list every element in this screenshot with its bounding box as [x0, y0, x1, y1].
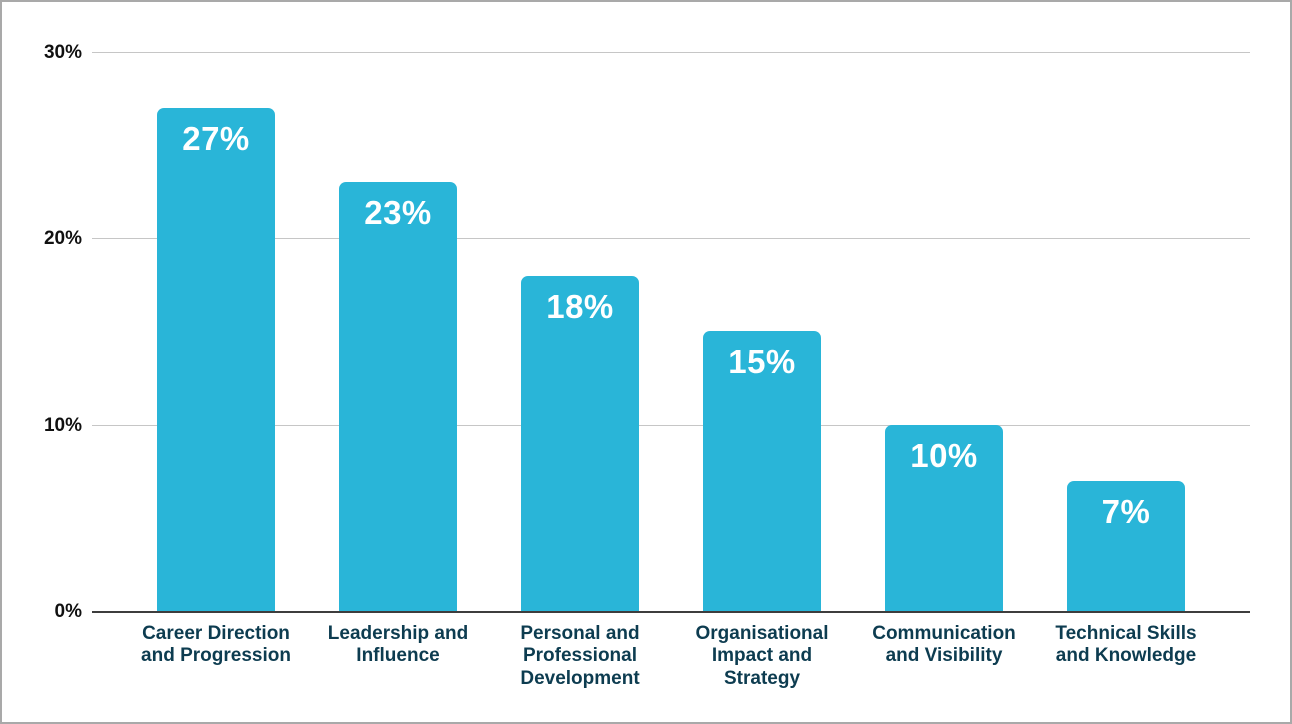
bar-value-label: 15%	[728, 343, 796, 380]
bar: 10%	[885, 425, 1003, 611]
bar: 15%	[703, 331, 821, 611]
y-tick-label: 30%	[43, 42, 82, 63]
x-category-label: Communication and Visibility	[872, 623, 1016, 667]
x-category-label: Career Direction and Progression	[141, 623, 291, 667]
x-axis-labels: Career Direction and Progression Leadersh…	[92, 623, 1250, 690]
bar: 27%	[157, 108, 275, 611]
bar: 18%	[521, 276, 639, 611]
bar-value-label: 23%	[364, 194, 432, 231]
x-category-label: Organisational Impact and Strategy	[695, 623, 829, 689]
plot-area: 27% 23% 18% 15% 10% 7%	[92, 2, 1250, 611]
bar-column: 23%	[307, 182, 489, 611]
bar-column: 27%	[125, 108, 307, 611]
bar: 7%	[1067, 481, 1185, 611]
x-category-label: Technical Skills and Knowledge	[1055, 623, 1197, 667]
x-category-label: Leadership and Influence	[327, 623, 469, 667]
x-category-label: Personal and Professional Development	[520, 623, 640, 689]
gridline	[92, 52, 1250, 53]
y-tick-label: 20%	[43, 228, 82, 250]
bar-value-label: 7%	[1101, 493, 1151, 530]
y-tick-label: 0%	[54, 601, 82, 622]
bar-column: 10%	[853, 425, 1035, 611]
bar-value-label: 18%	[546, 288, 614, 325]
bar-column: 7%	[1035, 481, 1217, 611]
bar-column: 18%	[489, 276, 671, 611]
gridline	[92, 238, 1250, 240]
gridline	[92, 424, 1250, 426]
bar-value-label: 27%	[182, 120, 250, 157]
bar-column: 15%	[671, 331, 853, 611]
x-axis-line	[92, 611, 1250, 613]
y-tick-label: 10%	[43, 414, 82, 436]
bar-value-label: 10%	[910, 437, 978, 474]
bar: 23%	[339, 182, 457, 611]
